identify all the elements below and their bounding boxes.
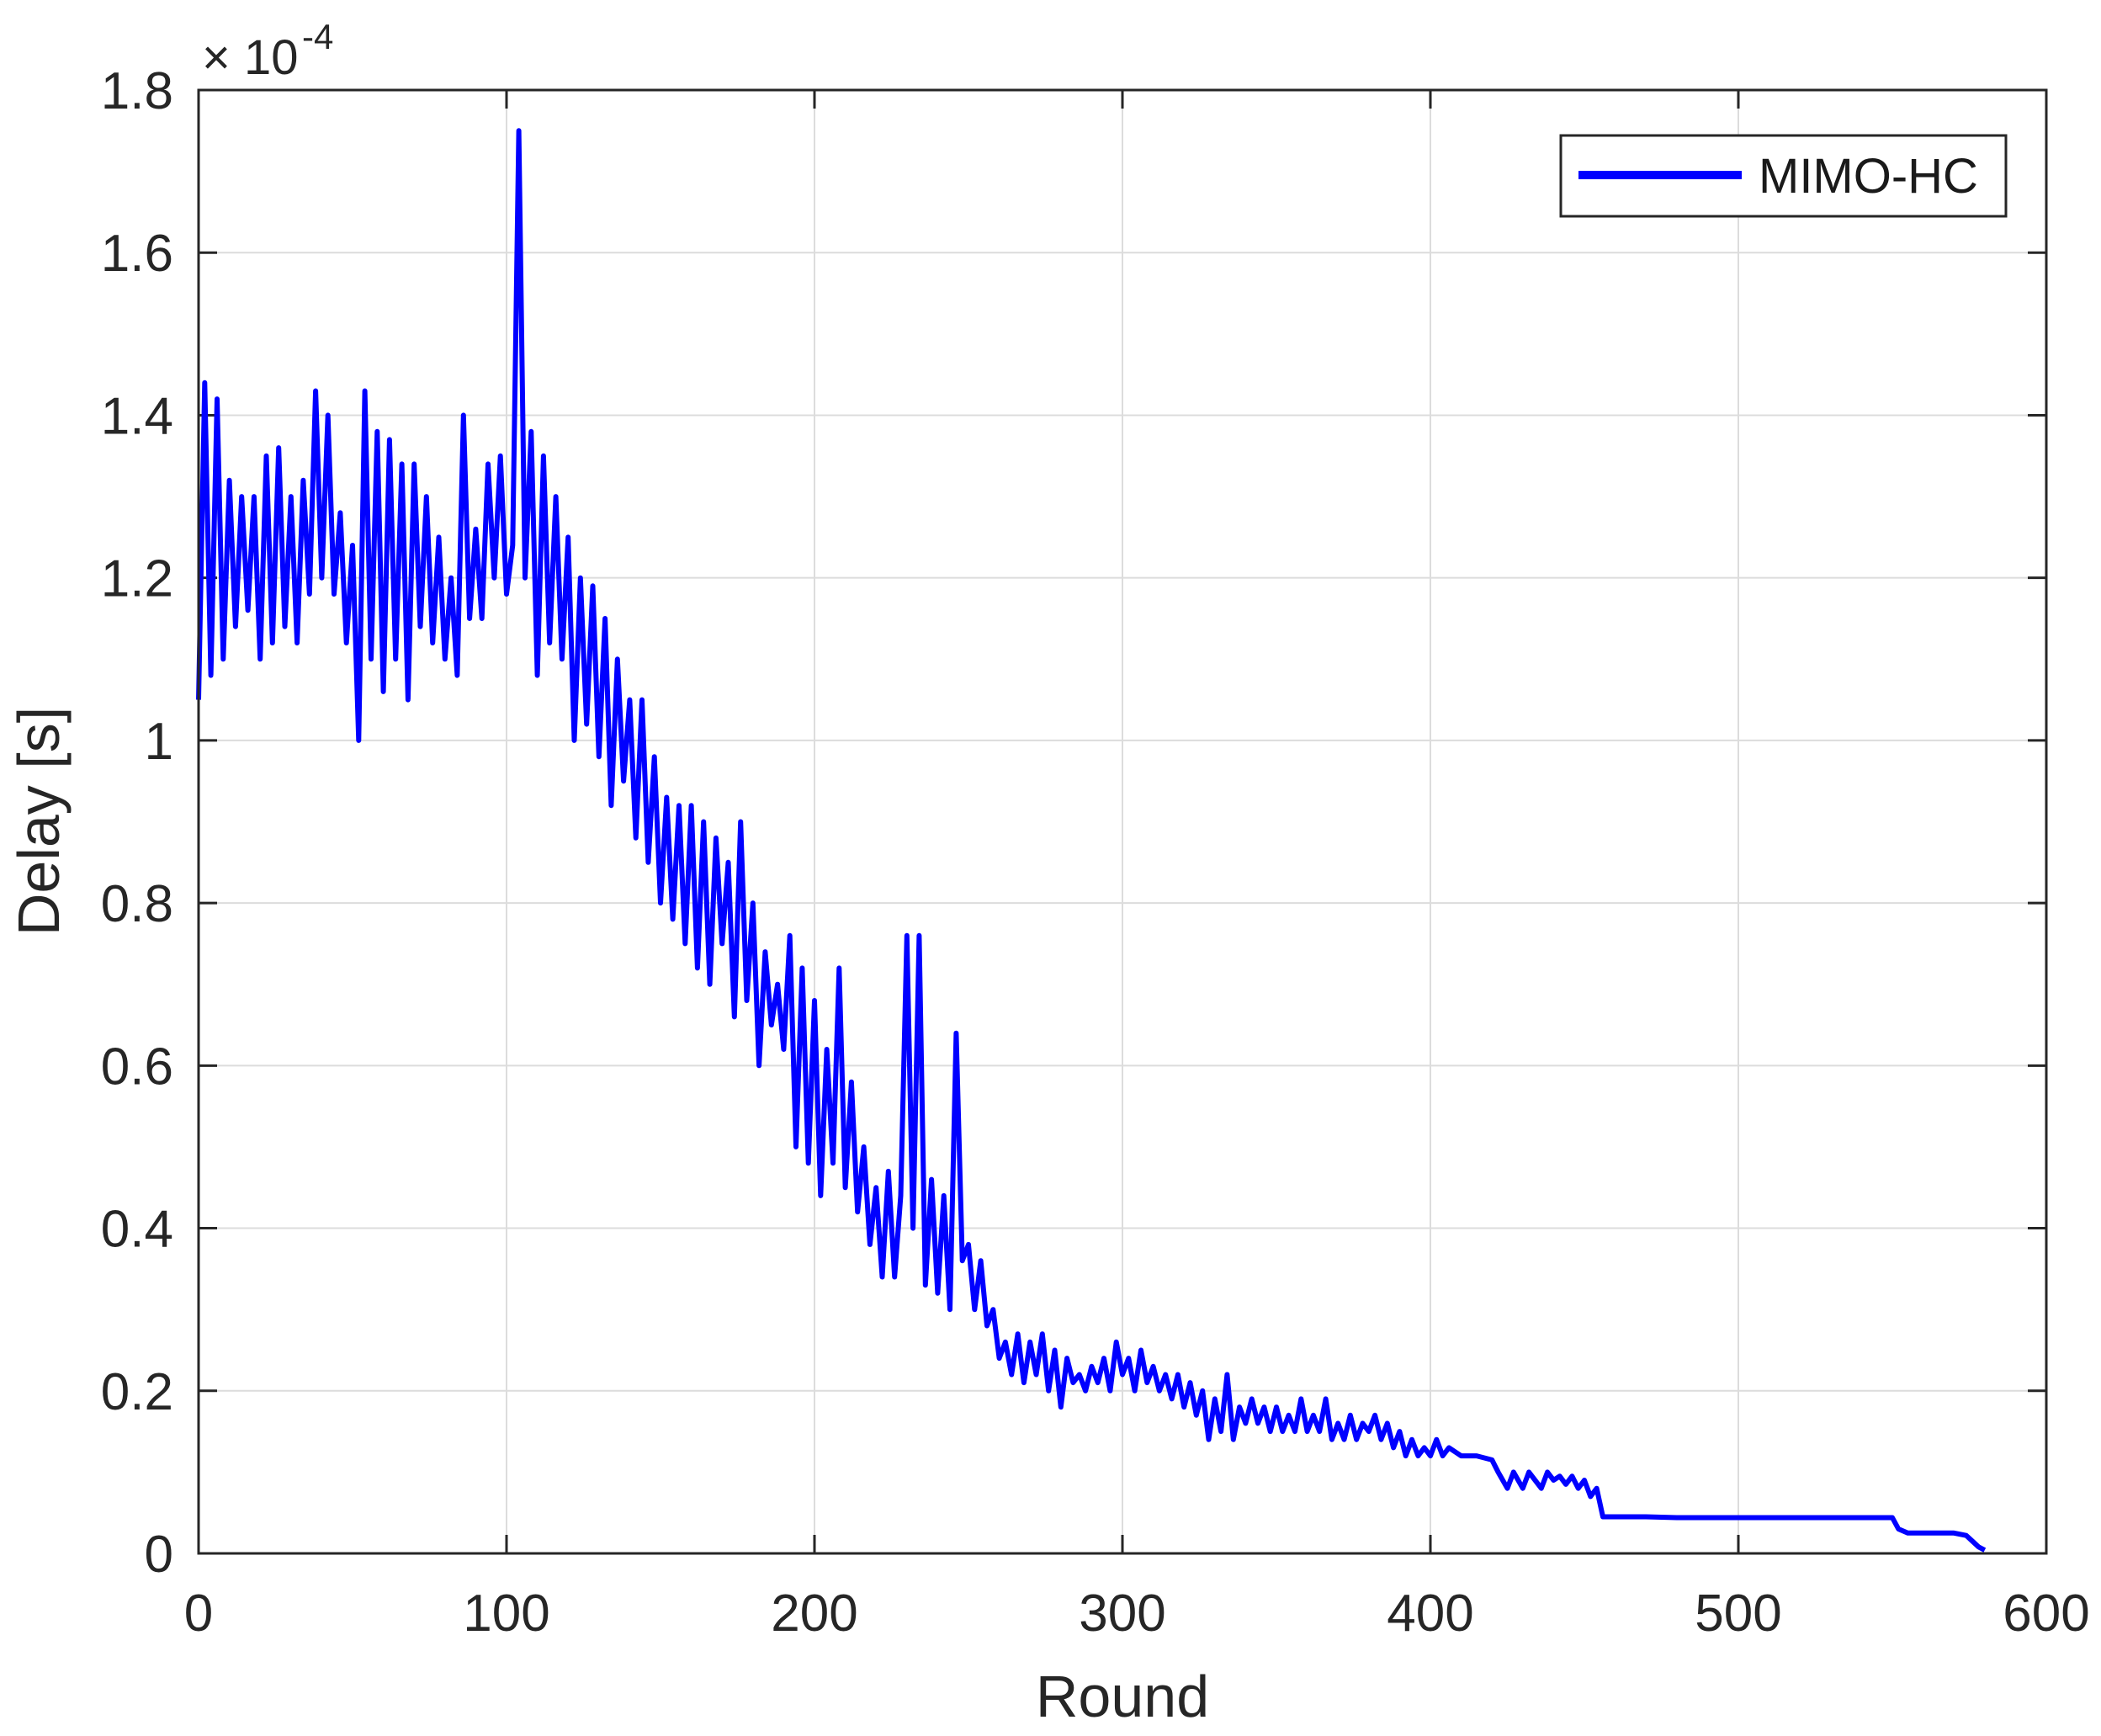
y-axis-label: Delay [s] bbox=[6, 707, 72, 936]
y-tick-label: 1 bbox=[145, 713, 173, 771]
axis-ticks bbox=[197, 88, 2048, 1555]
x-tick-label: 300 bbox=[1079, 1585, 1165, 1643]
x-tick-label: 500 bbox=[1695, 1585, 1781, 1643]
legend-entry-label: MIMO-HC bbox=[1759, 149, 1978, 204]
x-tick-label: 600 bbox=[2003, 1585, 2089, 1643]
y-tick-label: 0.6 bbox=[101, 1038, 173, 1096]
series-layer bbox=[196, 128, 1987, 1553]
y-scale-exponent: -4 bbox=[302, 17, 333, 56]
x-tick-label: 0 bbox=[184, 1585, 213, 1643]
series-line-mimo-hc bbox=[196, 128, 1987, 1553]
x-tick-label: 200 bbox=[771, 1585, 857, 1643]
x-tick-label: 100 bbox=[463, 1585, 549, 1643]
x-tick-label: 400 bbox=[1387, 1585, 1473, 1643]
y-tick-label: 1.8 bbox=[101, 62, 173, 120]
y-tick-label: 0.4 bbox=[101, 1201, 173, 1259]
y-scale-multiplier: × 10 bbox=[202, 30, 299, 85]
y-scale-factor: × 10 -4 bbox=[202, 17, 333, 85]
y-tick-label: 0.8 bbox=[101, 875, 173, 933]
x-axis-label: Round bbox=[1036, 1664, 1209, 1729]
tick-labels: 0 100 200 300 400 500 600 0 0.2 0.4 0.6 0.8 1 1.2 1.4 1… bbox=[101, 62, 2090, 1643]
y-tick-label: 1.2 bbox=[101, 550, 173, 608]
grid-lines bbox=[199, 90, 2046, 1553]
axes-box bbox=[197, 88, 2048, 1555]
legend: MIMO-HC bbox=[1559, 134, 2008, 218]
y-tick-label: 0.2 bbox=[101, 1363, 173, 1421]
y-tick-label: 1.6 bbox=[101, 225, 173, 283]
y-tick-label: 1.4 bbox=[101, 387, 173, 445]
y-tick-label: 0 bbox=[145, 1526, 173, 1584]
